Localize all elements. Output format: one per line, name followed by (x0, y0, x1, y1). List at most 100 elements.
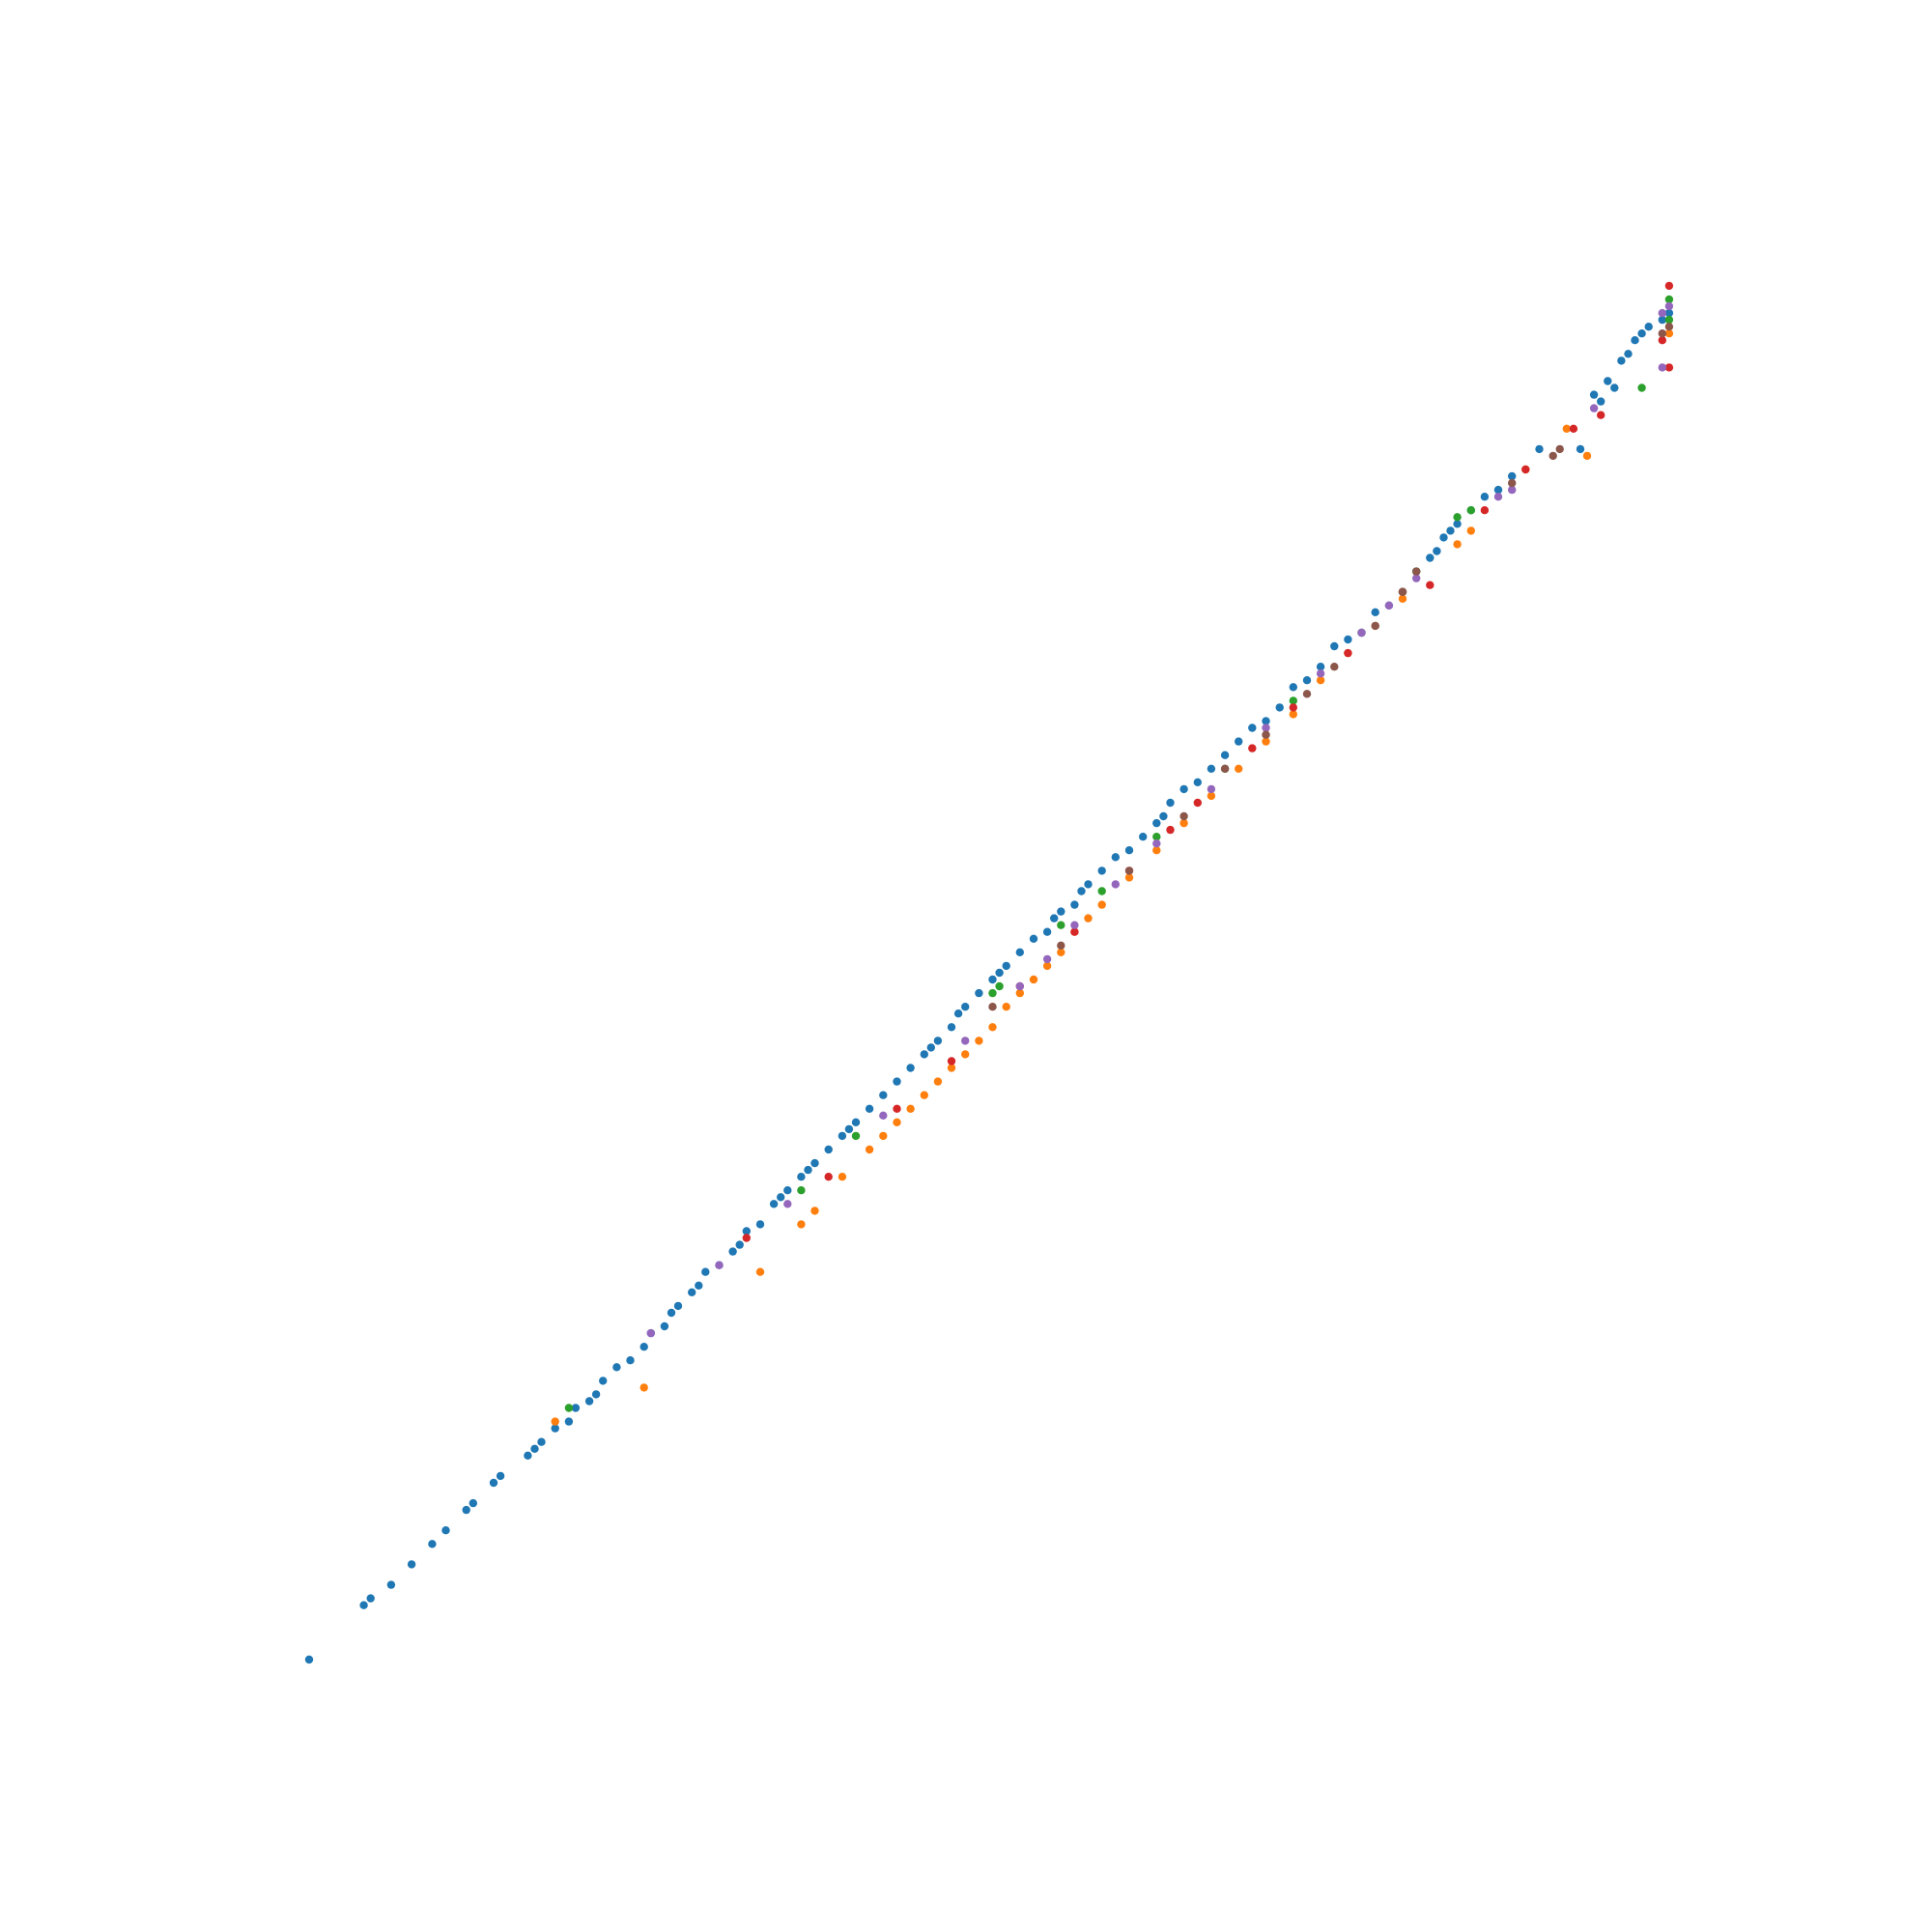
scatter-point (851, 1118, 861, 1127)
scatter-point (551, 1417, 559, 1426)
scatter-point (933, 1037, 943, 1045)
scatter-point (1262, 737, 1270, 746)
scatter-point (564, 1404, 574, 1412)
scatter-point (1569, 424, 1578, 433)
scatter-point (1555, 444, 1564, 454)
scatter-point (1664, 308, 1674, 318)
scatter-point (1220, 751, 1230, 759)
scatter-point (1124, 867, 1134, 875)
scatter-point (639, 1383, 648, 1392)
scatter-point (626, 1356, 635, 1365)
scatter-point (1664, 363, 1674, 372)
scatter-point (1508, 478, 1517, 488)
scatter-point (961, 1050, 970, 1059)
scatter-point (879, 1131, 888, 1141)
scatter-point (1330, 663, 1339, 671)
scatter-point (755, 1220, 765, 1229)
scatter-point (1262, 717, 1270, 725)
scatter-point (1262, 724, 1270, 732)
scatter-point (1589, 390, 1599, 399)
scatter-point (1664, 323, 1674, 331)
scatter-point (1664, 301, 1674, 311)
scatter-point (975, 1037, 983, 1045)
scatter-point (1166, 798, 1175, 808)
scatter-point (1124, 873, 1134, 882)
scatter-point (1624, 350, 1633, 358)
scatter-point (639, 1343, 648, 1351)
scatter-point (1384, 601, 1394, 610)
scatter-point (947, 1023, 956, 1032)
scatter-point (988, 1023, 997, 1032)
scatter-point (462, 1505, 470, 1515)
scatter-point (742, 1227, 751, 1236)
scatter-point (1097, 887, 1106, 895)
scatter-point (1070, 900, 1079, 909)
scatter-point (920, 1091, 928, 1099)
scatter-point (947, 1057, 956, 1065)
scatter-point (879, 1111, 888, 1121)
scatter-point (1466, 526, 1476, 535)
series-5 (646, 301, 1674, 1338)
scatter-point (537, 1437, 546, 1446)
scatter-point (1084, 914, 1093, 923)
scatter-point (742, 1234, 751, 1242)
scatter-point (1166, 825, 1175, 835)
scatter-point (667, 1308, 676, 1318)
scatter-point (735, 1240, 744, 1249)
scatter-point (1015, 948, 1025, 956)
scatter-point (906, 1104, 915, 1114)
scatter-point (1658, 315, 1667, 325)
scatter-point (1015, 981, 1025, 991)
scatter-point (660, 1321, 669, 1331)
scatter-point (838, 1173, 847, 1181)
scatter-point (804, 1165, 812, 1175)
scatter-point (551, 1424, 559, 1433)
scatter-point (1275, 703, 1284, 712)
scatter-point (469, 1498, 477, 1508)
scatter-point (1152, 839, 1161, 848)
scatter-point (1070, 927, 1079, 936)
scatter-point (879, 1091, 888, 1099)
scatter-point (701, 1267, 710, 1276)
scatter-point (695, 1281, 703, 1291)
scatter-point (777, 1193, 785, 1202)
scatter-point (1159, 811, 1168, 821)
scatter-point (1371, 608, 1379, 616)
scatter-point (1070, 921, 1079, 929)
scatter-point (1466, 506, 1476, 515)
scatter-point (728, 1247, 737, 1256)
scatter-point (428, 1540, 437, 1548)
scatter-point (865, 1104, 874, 1114)
scatter-point (1316, 663, 1325, 671)
scatter-point (715, 1261, 724, 1269)
scatter-point (1193, 798, 1203, 808)
scatter-point (496, 1471, 505, 1481)
scatter-point (824, 1173, 833, 1181)
scatter-point (1631, 336, 1639, 345)
scatter-point (920, 1050, 928, 1059)
scatter-point (1152, 833, 1161, 841)
scatter-point (1453, 540, 1462, 549)
scatter-point (1111, 880, 1121, 889)
scatter-point (1042, 927, 1052, 936)
scatter-point (1548, 451, 1557, 461)
scatter-point (1220, 764, 1230, 773)
scatter-point (1658, 308, 1667, 318)
scatter-point (1480, 506, 1490, 515)
scatter-point (1439, 533, 1448, 542)
scatter-point (1597, 397, 1605, 406)
scatter-point (646, 1328, 655, 1338)
scatter-point (1453, 513, 1462, 522)
scatter-point (769, 1200, 779, 1208)
scatter-point (755, 1267, 765, 1276)
scatter-point (1179, 818, 1188, 828)
scatter-point (975, 988, 983, 998)
scatter-point (530, 1444, 539, 1454)
scatter-point (1042, 961, 1052, 971)
scatter-point (1644, 323, 1653, 331)
scatter-point (1316, 676, 1325, 685)
scatter-point (1493, 493, 1503, 501)
scatter-point (1289, 703, 1298, 712)
